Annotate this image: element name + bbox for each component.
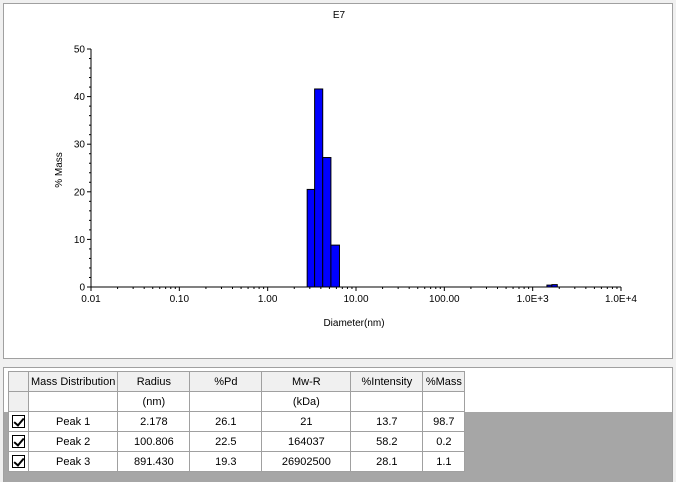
table-cell: 21 <box>261 411 352 432</box>
table-cell: 164037 <box>261 431 352 452</box>
table-cell: 1.1 <box>422 451 466 472</box>
table-cell: 58.2 <box>350 431 424 452</box>
column-header[interactable]: %Pd <box>189 371 263 392</box>
table-cell: 22.5 <box>189 431 263 452</box>
chart-bar <box>330 244 340 288</box>
table-cell: 891.430 <box>117 451 191 472</box>
checkbox-checked-icon[interactable] <box>12 455 25 468</box>
row-selector <box>8 391 29 412</box>
peak-name: Peak 2 <box>27 431 119 452</box>
table-cell: 100.806 <box>117 431 191 452</box>
y-tick-label: 30 <box>74 140 86 151</box>
chart-title: E7 <box>333 10 346 21</box>
peak-table: Mass Distribution Radius %Pd Mw-R %Inten… <box>8 371 466 472</box>
y-tick-label: 10 <box>74 235 86 246</box>
chart-bar <box>314 88 324 288</box>
y-axis-label: % Mass <box>54 152 65 188</box>
x-tick-label: 100.00 <box>429 294 460 305</box>
chart-bar <box>546 284 553 288</box>
peak-name: Peak 1 <box>27 411 119 432</box>
peak-table-panel: Mass Distribution Radius %Pd Mw-R %Inten… <box>3 367 673 482</box>
chart-axes: 0 10 20 30 40 50 0.01 0.10 1.00 10.00 100.00 1.0E+3… <box>74 45 638 306</box>
x-tick-label: 1.0E+3 <box>517 294 549 305</box>
table-units-row: (nm) (kDa) <box>8 391 466 412</box>
peak-checkbox[interactable] <box>8 431 29 452</box>
chart-panel: E7 0 10 20 30 40 50 0.01 0.10 1.00 10.00 100.00 1.0… <box>3 3 673 359</box>
column-header[interactable]: Mass Distribution <box>27 371 119 392</box>
table-cell: 26902500 <box>261 451 352 472</box>
table-row[interactable]: Peak 3 891.430 19.3 26902500 28.1 1.1 <box>8 451 466 472</box>
table-cell: 19.3 <box>189 451 263 472</box>
units-cell: (nm) <box>117 391 191 412</box>
units-cell <box>422 391 466 412</box>
chart-bar <box>551 284 558 288</box>
checkbox-checked-icon[interactable] <box>12 435 25 448</box>
table-cell: 28.1 <box>350 451 424 472</box>
peak-checkbox[interactable] <box>8 411 29 432</box>
y-tick-label: 50 <box>74 45 86 56</box>
units-cell: (kDa) <box>261 391 352 412</box>
y-tick-label: 20 <box>74 187 86 198</box>
row-selector-header <box>8 371 29 392</box>
x-tick-label: 1.00 <box>258 294 278 305</box>
table-row[interactable]: Peak 1 2.178 26.1 21 13.7 98.7 <box>8 411 466 432</box>
table-header-row: Mass Distribution Radius %Pd Mw-R %Inten… <box>8 371 466 392</box>
grid-empty-header-area <box>469 368 672 412</box>
column-header[interactable]: %Mass <box>422 371 466 392</box>
table-cell: 98.7 <box>422 411 466 432</box>
x-tick-label: 0.10 <box>170 294 190 305</box>
column-header[interactable]: Mw-R <box>261 371 352 392</box>
table-row[interactable]: Peak 2 100.806 22.5 164037 58.2 0.2 <box>8 431 466 452</box>
chart-bars <box>306 88 558 288</box>
peak-checkbox[interactable] <box>8 451 29 472</box>
table-cell: 26.1 <box>189 411 263 432</box>
table-cell: 2.178 <box>117 411 191 432</box>
x-tick-label: 0.01 <box>81 294 101 305</box>
x-axis-label: Diameter(nm) <box>323 318 384 329</box>
peak-name: Peak 3 <box>27 451 119 472</box>
chart-bar <box>306 188 316 288</box>
units-cell <box>350 391 424 412</box>
table-cell: 0.2 <box>422 431 466 452</box>
checkbox-checked-icon[interactable] <box>12 415 25 428</box>
column-header[interactable]: %Intensity <box>350 371 424 392</box>
chart-bar <box>322 157 332 288</box>
y-tick-label: 0 <box>79 283 85 294</box>
y-tick-label: 40 <box>74 92 86 103</box>
column-header[interactable]: Radius <box>117 371 191 392</box>
units-cell <box>189 391 263 412</box>
x-tick-label: 10.00 <box>343 294 368 305</box>
table-cell: 13.7 <box>350 411 424 432</box>
mass-distribution-chart: E7 0 10 20 30 40 50 0.01 0.10 1.00 10.00 100.00 1.0… <box>54 10 638 329</box>
x-tick-label: 1.0E+4 <box>605 294 637 305</box>
units-cell <box>27 391 119 412</box>
